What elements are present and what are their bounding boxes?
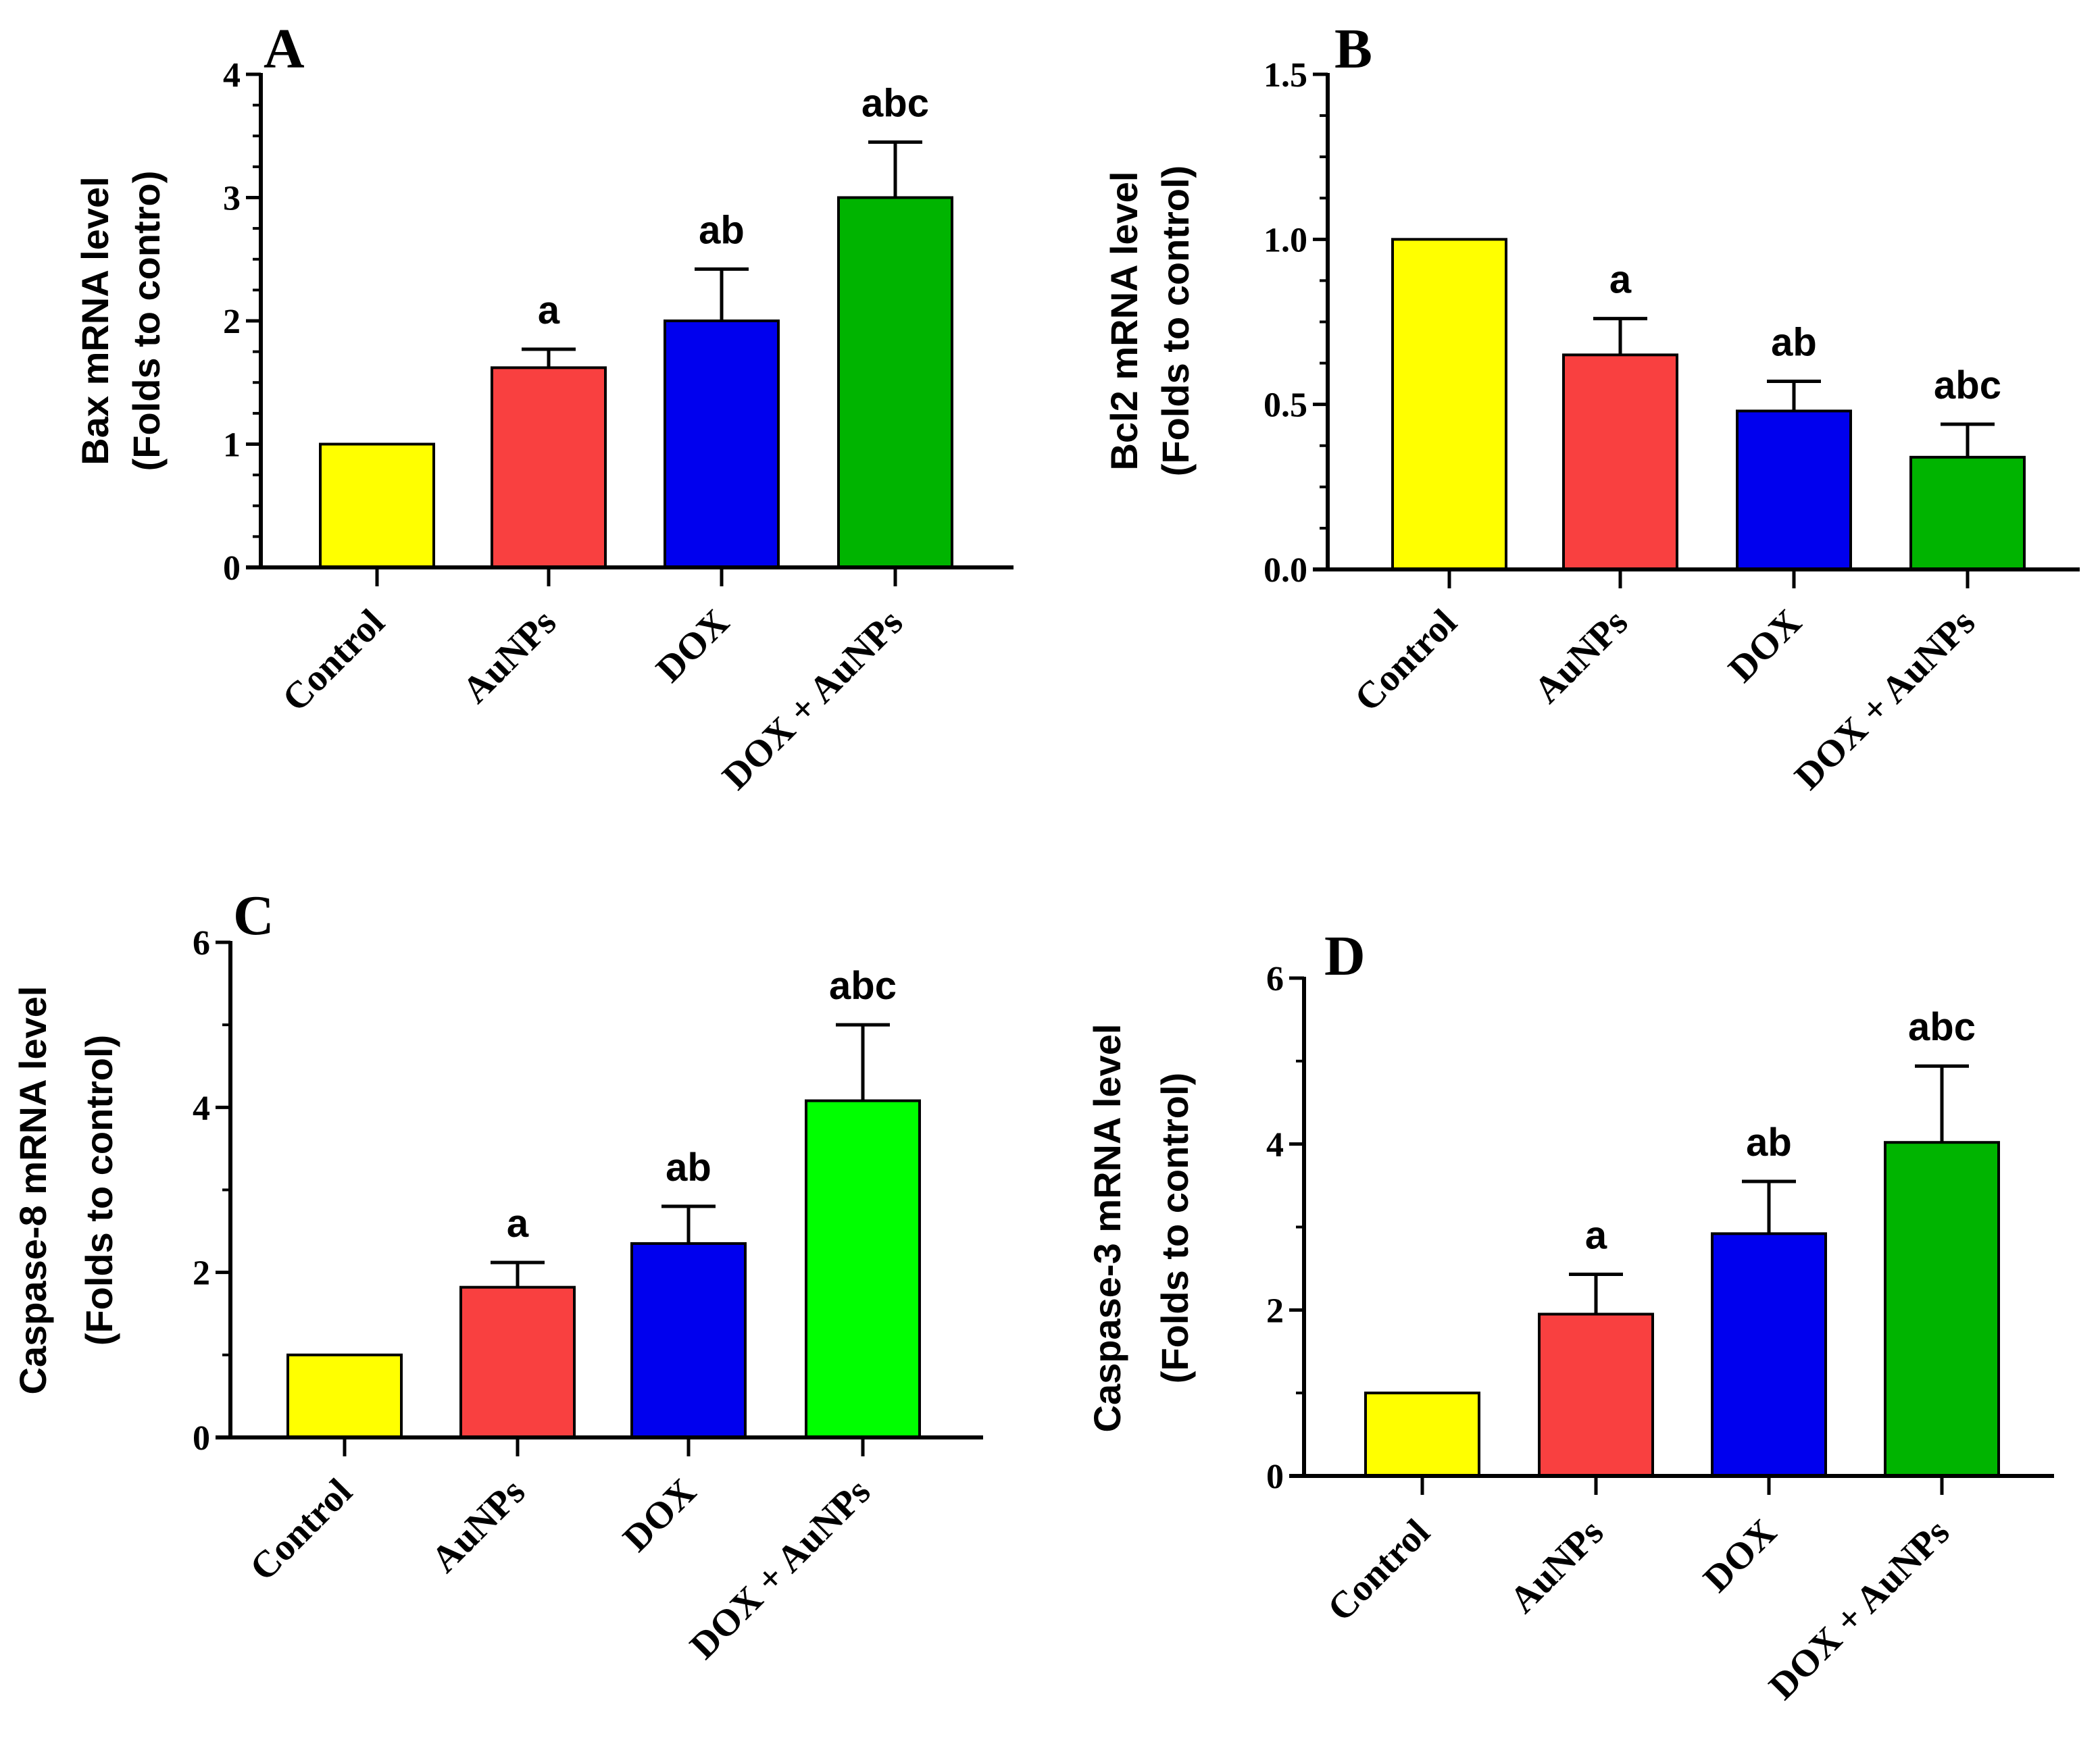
y-tick-label: 1.5 [1264, 56, 1307, 95]
bar-dox [1711, 1232, 1827, 1477]
y-axis-title: Bcl2 mRNA level [1103, 172, 1145, 471]
x-tick-label: AuNPs [1502, 1511, 1612, 1621]
significance-label: a [507, 1202, 529, 1246]
x-tick-label: DOX [615, 1471, 704, 1560]
x-tick-label: DOX + AuNPs [682, 1471, 878, 1667]
y-tick-label: 0 [223, 549, 241, 588]
panel-letter: C [233, 884, 274, 947]
y-tick-label: 4 [193, 1089, 210, 1127]
bar-aunps [1538, 1312, 1654, 1477]
x-tick-label: DOX [648, 601, 737, 690]
significance-label: abc [861, 81, 929, 125]
x-tick-label: Control [1347, 601, 1465, 719]
bar-dox [664, 320, 780, 569]
y-axis-title: Caspase-8 mRNA level [11, 986, 54, 1395]
chart-panel-c: Control a AuNPs ab DOX abc DOX + AuNPs 0 2 4 6 Casp… [11, 884, 983, 1667]
y-tick-label: 0.0 [1264, 551, 1307, 590]
significance-label: abc [1908, 1005, 1976, 1049]
y-tick-label: 4 [1266, 1126, 1284, 1165]
significance-label: a [1585, 1214, 1607, 1258]
x-tick-label: DOX [1720, 601, 1809, 690]
panel-letter: D [1324, 925, 1366, 988]
bar-control [319, 442, 435, 569]
significance-label: abc [829, 964, 897, 1008]
bar-dox [630, 1242, 747, 1439]
bar-dox-aunps [837, 196, 953, 569]
bar-aunps [459, 1285, 576, 1439]
bar-aunps [491, 366, 607, 569]
bar-dox-aunps [805, 1099, 921, 1439]
y-tick-label: 6 [1266, 960, 1284, 998]
bar-control [1391, 238, 1507, 571]
bar-dox-aunps [1884, 1141, 2000, 1477]
chart-panel-a: Control a AuNPs ab DOX abc DOX + AuNPs 0 1 2 3 4 Bax… [74, 18, 1014, 798]
y-axis-title: Bax mRNA level [74, 176, 116, 465]
bar-control [1364, 1392, 1480, 1478]
y-tick-label: 0 [193, 1419, 210, 1458]
y-tick-label: 0.5 [1264, 386, 1307, 425]
y-tick-label: 1 [223, 426, 241, 465]
x-tick-label: Control [274, 601, 393, 719]
bar-control [286, 1353, 403, 1439]
significance-label: a [1609, 258, 1632, 302]
y-tick-label: 2 [193, 1254, 210, 1293]
bar-dox-aunps [1909, 455, 2026, 571]
chart-panel-d: Control a AuNPs ab DOX abc DOX + AuNPs 0 2 4 6 Casp… [1086, 925, 2054, 1708]
x-tick-label: Control [242, 1471, 360, 1589]
y-tick-label: 6 [193, 924, 210, 963]
x-tick-label: AuNPs [455, 601, 565, 711]
significance-label: ab [699, 208, 745, 252]
x-tick-label: AuNPs [424, 1471, 534, 1581]
significance-label: ab [1746, 1121, 1792, 1165]
significance-label: ab [666, 1146, 711, 1190]
x-tick-label: Control [1320, 1511, 1438, 1629]
y-axis-subtitle: (Folds to control) [78, 1035, 120, 1346]
y-axis-subtitle: (Folds to contro) [125, 171, 168, 471]
y-tick-label: 0 [1266, 1458, 1284, 1496]
panel-letter: B [1334, 18, 1372, 80]
y-axis-subtitle: (Folds to control) [1154, 165, 1197, 476]
y-tick-label: 1.0 [1264, 221, 1307, 259]
y-tick-label: 2 [1266, 1292, 1284, 1330]
y-axis-title: Caspase-3 mRNA level [1086, 1024, 1128, 1433]
significance-label: abc [1934, 363, 2001, 407]
y-tick-label: 3 [223, 180, 241, 218]
x-tick-label: DOX + AuNPs [714, 601, 911, 798]
x-tick-label: AuNPs [1526, 601, 1636, 711]
bar-aunps [1562, 353, 1678, 571]
x-tick-label: DOX + AuNPs [1761, 1511, 1957, 1708]
x-tick-label: DOX [1695, 1511, 1784, 1600]
y-tick-label: 4 [223, 56, 241, 95]
chart-panel-b: Control a AuNPs ab DOX abc DOX + AuNPs 0.0 0.5 1.… [1103, 18, 2080, 798]
y-axis-subtitle: (Folds to control) [1153, 1073, 1196, 1383]
significance-label: ab [1771, 320, 1817, 364]
bar-dox [1736, 409, 1852, 571]
significance-label: a [538, 288, 560, 332]
x-tick-label: DOX + AuNPs [1786, 601, 1983, 798]
y-tick-label: 2 [223, 303, 241, 341]
panel-letter: A [264, 18, 305, 80]
